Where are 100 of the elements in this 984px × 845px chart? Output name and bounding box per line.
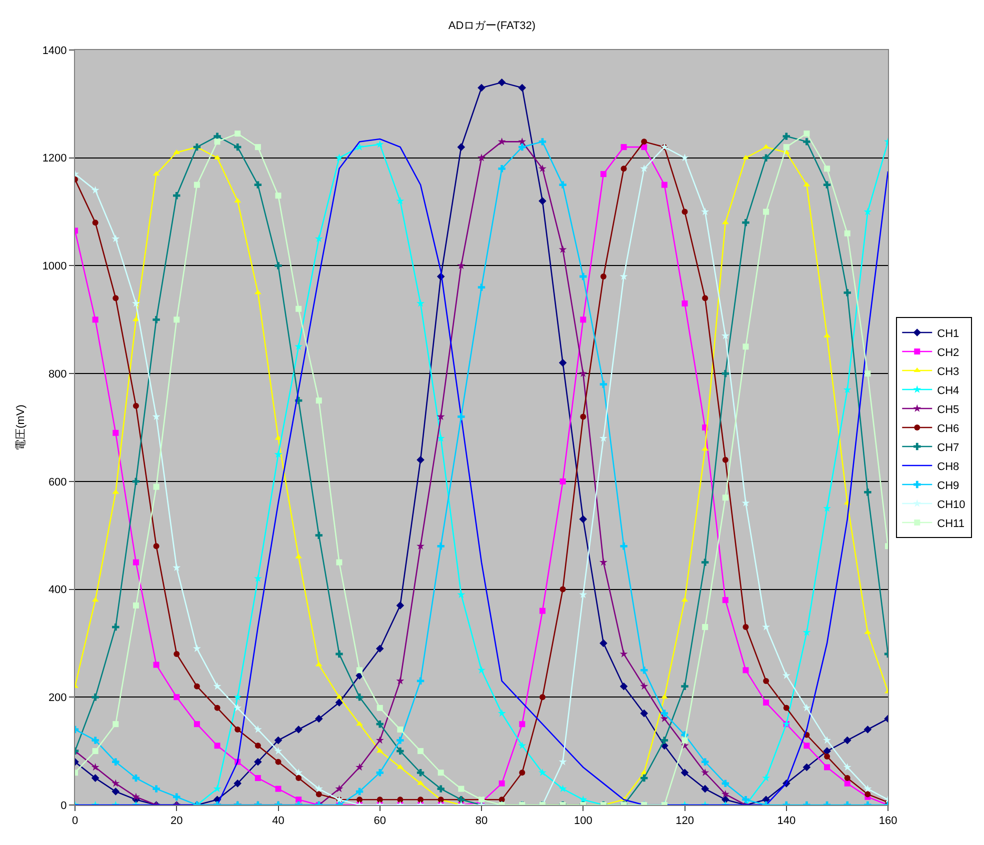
- point: [558, 358, 567, 367]
- point: [560, 478, 566, 484]
- point: [680, 154, 689, 162]
- point: [213, 784, 222, 792]
- point: [234, 692, 242, 701]
- point: [539, 608, 546, 614]
- x-tick-label: 0: [72, 815, 78, 828]
- point: [356, 142, 364, 150]
- point: [518, 137, 526, 146]
- point: [254, 775, 261, 782]
- point: [336, 650, 343, 658]
- point: [682, 208, 688, 215]
- point: [192, 644, 201, 652]
- point: [599, 558, 608, 566]
- point: [416, 769, 424, 776]
- point: [640, 164, 648, 172]
- point: [92, 220, 98, 226]
- point: [376, 796, 383, 803]
- point: [112, 295, 119, 302]
- point: [234, 130, 241, 137]
- point: [538, 197, 546, 205]
- point: [396, 676, 404, 684]
- point: [275, 758, 282, 765]
- point: [722, 456, 728, 463]
- point: [721, 790, 730, 798]
- point: [356, 694, 364, 701]
- point: [742, 624, 749, 630]
- point: [640, 666, 648, 674]
- point: [478, 154, 486, 162]
- point: [194, 721, 200, 728]
- point: [579, 515, 588, 524]
- point: [194, 683, 200, 690]
- x-tick-label: 120: [676, 815, 694, 828]
- point: [682, 737, 688, 744]
- x-tick-label: 60: [374, 815, 386, 828]
- point: [174, 651, 180, 657]
- point: [722, 494, 728, 501]
- point: [620, 166, 627, 172]
- point: [702, 295, 708, 302]
- point: [701, 558, 709, 566]
- legend-label: CH10: [937, 498, 966, 511]
- point: [152, 785, 160, 792]
- point: [600, 171, 606, 178]
- legend-label: CH7: [937, 442, 960, 454]
- point: [742, 667, 749, 674]
- point: [580, 272, 587, 280]
- y-tick-label: 1000: [42, 260, 67, 273]
- point: [783, 704, 790, 711]
- point: [457, 143, 466, 151]
- x-tick-label: 80: [475, 815, 488, 828]
- y-tick-label: 600: [48, 476, 67, 488]
- point: [763, 700, 770, 706]
- point: [680, 768, 689, 777]
- point: [579, 369, 588, 377]
- point: [580, 316, 586, 323]
- point: [802, 628, 811, 636]
- point: [681, 682, 688, 690]
- point: [600, 274, 606, 280]
- point: [356, 796, 363, 803]
- point: [416, 542, 425, 550]
- point: [518, 143, 526, 151]
- point: [173, 192, 180, 200]
- point: [294, 768, 303, 776]
- point: [234, 704, 242, 712]
- point: [213, 682, 222, 690]
- point: [722, 796, 730, 804]
- point: [742, 218, 750, 226]
- point: [92, 694, 99, 701]
- point: [275, 192, 282, 199]
- point: [843, 736, 852, 744]
- point: [91, 763, 100, 771]
- point: [132, 559, 139, 566]
- point: [457, 590, 466, 598]
- point: [396, 736, 404, 744]
- point: [722, 597, 728, 604]
- point: [376, 769, 384, 776]
- chart-title: ADロガー(FAT32): [448, 20, 536, 32]
- point: [824, 764, 830, 770]
- point: [152, 316, 160, 324]
- point: [335, 698, 344, 706]
- point: [518, 84, 526, 92]
- point: [356, 667, 363, 674]
- point: [864, 370, 871, 377]
- point: [316, 398, 322, 404]
- point: [438, 770, 444, 776]
- point: [599, 434, 608, 442]
- point: [294, 726, 302, 734]
- point: [437, 785, 444, 792]
- legend-label: CH2: [937, 346, 960, 359]
- point: [782, 132, 790, 140]
- point: [762, 774, 770, 782]
- point: [641, 138, 648, 145]
- point: [864, 208, 872, 216]
- point: [823, 181, 831, 188]
- point: [498, 78, 506, 86]
- point: [274, 450, 282, 458]
- point: [132, 792, 140, 800]
- point: [112, 623, 120, 631]
- point: [458, 413, 465, 420]
- point: [254, 181, 262, 188]
